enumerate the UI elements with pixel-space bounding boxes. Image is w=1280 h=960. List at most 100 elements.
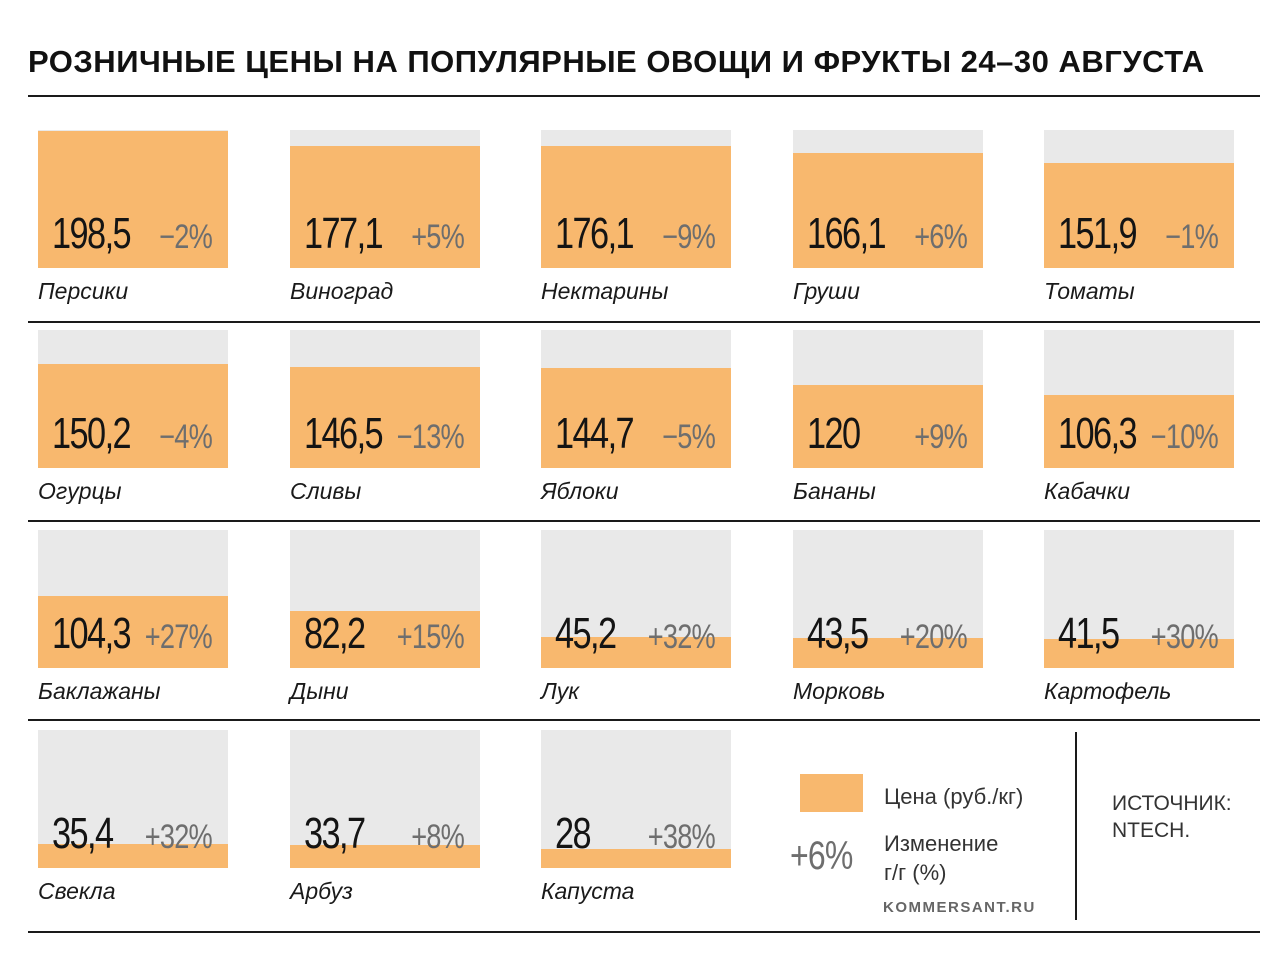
price-label: 144,7 [555, 409, 635, 458]
price-bar [38, 596, 228, 668]
item-tile: 45,2 +32% Лук [533, 530, 773, 710]
chart-title: РОЗНИЧНЫЕ ЦЕНЫ НА ПОПУЛЯРНЫЕ ОВОЩИ И ФРУ… [28, 44, 1205, 79]
item-tile: 177,1 +5% Виноград [282, 130, 522, 310]
title-rule [28, 95, 1260, 97]
item-name: Бананы [793, 478, 876, 504]
legend-change-label: Изменение г/г (%) [884, 829, 1034, 887]
price-bar-track: 144,7 −5% [541, 330, 731, 468]
price-bar [793, 638, 983, 668]
price-bar [290, 611, 480, 668]
item-name: Морковь [793, 678, 886, 704]
legend-price-swatch [800, 774, 863, 812]
price-label: 35,4 [52, 809, 114, 858]
item-name: Груши [793, 278, 860, 304]
item-name: Дыни [290, 678, 349, 704]
price-bar [541, 849, 731, 868]
item-name: Лук [541, 678, 580, 704]
legend-divider [1075, 732, 1077, 920]
item-tile: 146,5 −13% Сливы [282, 330, 522, 510]
price-label: 198,5 [52, 209, 132, 258]
source-value: NTECH. [1112, 819, 1191, 842]
item-tile: 166,1 +6% Груши [785, 130, 1025, 310]
price-bar [38, 844, 228, 868]
legend-price-label: Цена (руб./кг) [884, 784, 1024, 809]
change-label: −4% [159, 418, 213, 456]
price-bar [1044, 639, 1234, 668]
price-bar [290, 146, 480, 268]
price-label: 82,2 [304, 609, 366, 658]
item-name: Баклажаны [38, 678, 161, 704]
item-name: Виноград [290, 278, 394, 304]
price-label: 151,9 [1058, 209, 1138, 258]
source-label: ИСТОЧНИК: [1112, 792, 1232, 815]
price-bar [38, 364, 228, 468]
change-label: +32% [144, 818, 213, 856]
price-bar-track: 120 +9% [793, 330, 983, 468]
legend-change-label-line1: Изменение [884, 831, 999, 856]
price-bar [541, 637, 731, 668]
change-label: −2% [159, 218, 213, 256]
price-bar-track: 106,3 −10% [1044, 330, 1234, 468]
price-bar-track: 82,2 +15% [290, 530, 480, 668]
price-label: 106,3 [1058, 409, 1138, 458]
item-tile: 35,4 +32% Свекла [30, 730, 270, 910]
item-tile: 41,5 +30% Картофель [1036, 530, 1276, 710]
bottom-rule [28, 931, 1260, 933]
item-name: Огурцы [38, 478, 122, 504]
change-label: −1% [1165, 218, 1219, 256]
row-divider-1 [28, 321, 1260, 323]
price-bar-track: 151,9 −1% [1044, 130, 1234, 268]
price-bar-track: 41,5 +30% [1044, 530, 1234, 668]
item-tile: 150,2 −4% Огурцы [30, 330, 270, 510]
item-name: Картофель [1044, 678, 1172, 704]
price-bar-track: 45,2 +32% [541, 530, 731, 668]
item-name: Кабачки [1044, 478, 1131, 504]
item-name: Персики [38, 278, 129, 304]
change-label: −5% [662, 418, 716, 456]
item-name: Сливы [290, 478, 362, 504]
item-name: Нектарины [541, 278, 669, 304]
change-label: −13% [396, 418, 465, 456]
price-label: 104,3 [52, 609, 132, 658]
item-name: Томаты [1044, 278, 1135, 304]
price-bar-track: 28 +38% [541, 730, 731, 868]
price-label: 45,2 [555, 609, 617, 658]
price-bar-track: 198,5 −2% [38, 130, 228, 268]
change-label: +32% [647, 618, 716, 656]
item-name: Арбуз [290, 878, 353, 904]
price-label: 41,5 [1058, 609, 1120, 658]
item-tile: 82,2 +15% Дыни [282, 530, 522, 710]
price-bar-track: 35,4 +32% [38, 730, 228, 868]
change-label: +8% [411, 818, 465, 856]
price-bar-track: 166,1 +6% [793, 130, 983, 268]
item-tile: 120 +9% Бананы [785, 330, 1025, 510]
price-label: 28 [555, 809, 592, 858]
price-bar [541, 368, 731, 468]
price-label: 166,1 [807, 209, 887, 258]
row-divider-2 [28, 520, 1260, 522]
change-label: −10% [1150, 418, 1219, 456]
legend-change-example: +6% [790, 834, 853, 878]
item-tile: 106,3 −10% Кабачки [1036, 330, 1276, 510]
item-tile: 28 +38% Капуста [533, 730, 773, 910]
legend-change-label-line2: г/г (%) [884, 860, 947, 885]
item-tile: 198,5 −2% Персики [30, 130, 270, 310]
price-bar [541, 146, 731, 268]
change-label: −9% [662, 218, 716, 256]
price-bar [1044, 163, 1234, 268]
price-bar-track: 177,1 +5% [290, 130, 480, 268]
price-label: 120 [807, 409, 861, 458]
change-label: +9% [914, 418, 968, 456]
price-bar [290, 367, 480, 468]
price-bar-track: 176,1 −9% [541, 130, 731, 268]
item-tile: 43,5 +20% Морковь [785, 530, 1025, 710]
price-bar [38, 131, 228, 268]
price-bar-track: 33,7 +8% [290, 730, 480, 868]
price-label: 43,5 [807, 609, 869, 658]
price-label: 146,5 [304, 409, 384, 458]
price-bar [793, 153, 983, 268]
price-bar [793, 385, 983, 468]
price-label: 176,1 [555, 209, 635, 258]
price-label: 33,7 [304, 809, 366, 858]
